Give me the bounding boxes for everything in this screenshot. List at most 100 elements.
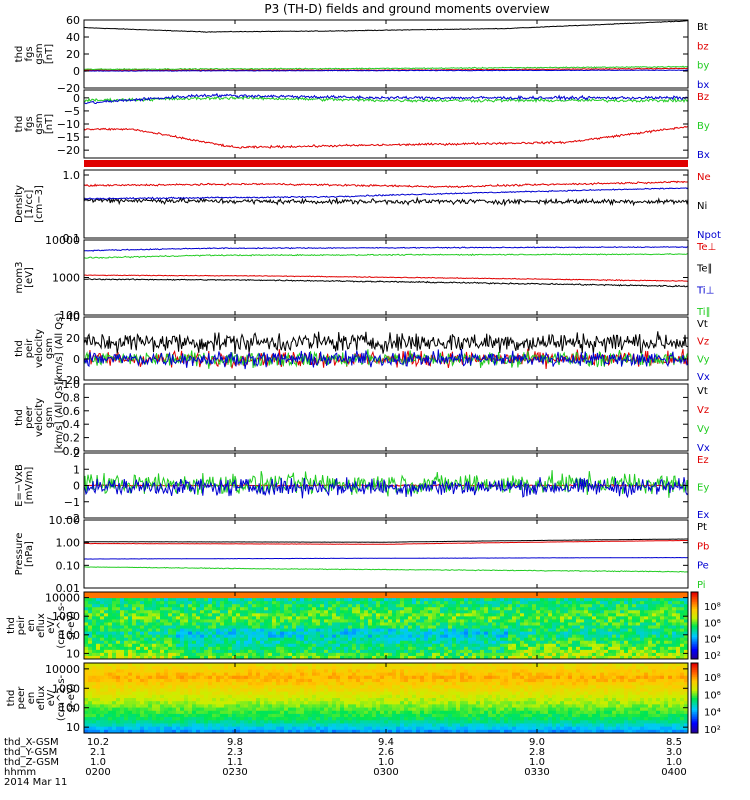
spectrogram-cell <box>460 598 465 602</box>
spectrogram-cell <box>212 678 217 683</box>
separator-bar <box>84 160 688 167</box>
spectrogram-cell <box>508 637 513 642</box>
spectrogram-cell <box>604 625 609 629</box>
spectrogram-cell <box>124 628 129 632</box>
spectrogram-cell <box>360 601 365 605</box>
spectrogram-cell <box>304 701 309 705</box>
panel-frame <box>83 169 689 239</box>
spectrogram-cell <box>292 678 297 683</box>
spectrogram-cell <box>120 704 125 708</box>
spectrogram-cell <box>196 598 201 602</box>
spectrogram-cell <box>144 710 149 715</box>
spectrogram-cell <box>104 649 109 654</box>
colorbar-cell <box>691 600 698 603</box>
spectrogram-cell <box>596 622 601 626</box>
spectrogram-cell <box>132 619 137 623</box>
spectrogram-cell <box>672 655 677 660</box>
panel-peer-velocity <box>83 383 689 452</box>
spectrogram-cell <box>252 610 257 614</box>
spectrogram-cell <box>600 604 605 608</box>
spectrogram-cell <box>500 631 505 636</box>
spectrogram-cell <box>212 640 217 645</box>
spectrogram-cell <box>576 652 581 657</box>
spectrogram-cell <box>668 598 673 602</box>
spectrogram-cell <box>272 592 277 596</box>
spectrogram-cell <box>604 610 609 614</box>
spectrogram-cell <box>504 655 509 660</box>
spectrogram-cell <box>660 613 665 617</box>
spectrogram-cell <box>652 592 657 596</box>
spectrogram-cell <box>448 607 453 611</box>
spectrogram-cell <box>244 643 249 648</box>
spectrogram-cell <box>452 655 457 660</box>
spectrogram-cell <box>520 598 525 602</box>
panel-frame <box>83 316 689 381</box>
spectrogram-cell <box>656 649 661 654</box>
spectrogram-cell <box>224 604 229 608</box>
spectrogram-cell <box>460 607 465 611</box>
spectrogram-cell <box>632 634 637 639</box>
series-line-Bz <box>83 125 689 149</box>
spectrogram-cell <box>616 595 621 599</box>
spectrogram-cell <box>268 688 273 693</box>
spectrogram-cell <box>220 713 225 718</box>
spectrogram-cell <box>104 666 109 670</box>
spectrogram-cell <box>288 652 293 657</box>
spectrogram-cell <box>644 598 649 602</box>
spectrogram-cell <box>172 628 177 632</box>
spectrogram-cell <box>384 625 389 629</box>
spectrogram-cell <box>108 717 113 721</box>
spectrogram-cell <box>204 720 209 724</box>
spectrogram-cell <box>224 619 229 623</box>
spectrogram-cell <box>228 663 233 667</box>
spectrogram-cell <box>296 694 301 699</box>
spectrogram-cell <box>532 604 537 608</box>
spectrogram-cell <box>248 698 253 702</box>
spectrogram-cell <box>428 616 433 620</box>
spectrogram-cell <box>192 678 197 683</box>
spectrogram-cell <box>108 619 113 623</box>
spectrogram-cell <box>216 640 221 645</box>
spectrogram-cell <box>564 595 569 599</box>
spectrogram-cell <box>676 598 681 602</box>
series-line-Vy <box>83 349 689 369</box>
spectrogram-cell <box>104 595 109 599</box>
spectrogram-cell <box>228 694 233 699</box>
spectrogram-cell <box>496 637 501 642</box>
spectrogram-cell <box>140 720 145 724</box>
spectrogram-cell <box>216 592 221 596</box>
spectrogram-cell <box>172 640 177 645</box>
spectrogram-cell <box>308 610 313 614</box>
spectrogram-cell <box>448 619 453 623</box>
spectrogram-cell <box>668 610 673 614</box>
spectrogram-cell <box>312 672 317 677</box>
spectrogram-cell <box>488 598 493 602</box>
spectrogram-cell <box>472 622 477 626</box>
spectrogram-cell <box>332 640 337 645</box>
spectrogram-cell <box>640 616 645 620</box>
spectrogram-cell <box>220 691 225 696</box>
spectrogram-cell <box>604 631 609 636</box>
spectrogram-cell <box>484 637 489 642</box>
spectrogram-cell <box>364 631 369 636</box>
spectrogram-cell <box>332 604 337 608</box>
spectrogram-cell <box>276 682 281 686</box>
spectrogram-cell <box>636 625 641 629</box>
spectrogram-cell <box>572 655 577 660</box>
spectrogram-cell <box>272 717 277 721</box>
spectrogram-cell <box>548 598 553 602</box>
spectrogram-cell <box>168 628 173 632</box>
spectrogram-cell <box>280 694 285 699</box>
spectrogram-cell <box>468 655 473 660</box>
spectrogram-cell <box>544 607 549 611</box>
spectrogram-cell <box>352 610 357 614</box>
spectrogram-cell <box>160 619 165 623</box>
spectrogram-cell <box>212 634 217 639</box>
spectrogram-cell <box>304 634 309 639</box>
spectrogram-cell <box>120 646 125 651</box>
spectrogram-cell <box>388 631 393 636</box>
spectrogram-cell <box>680 598 685 602</box>
spectrogram-cell <box>644 628 649 632</box>
colorbar-cell <box>691 607 698 610</box>
spectrogram-cell <box>304 669 309 673</box>
